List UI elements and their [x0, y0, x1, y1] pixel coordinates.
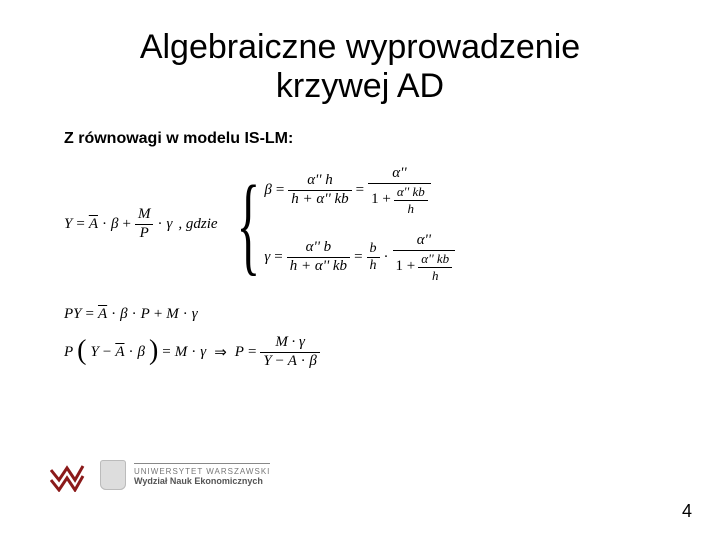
paren-close-icon: ) [149, 341, 158, 361]
sym-dot: · [102, 216, 107, 233]
gamma-n2d: h [367, 258, 380, 274]
num-M: M [135, 207, 154, 225]
r3-P2: P [235, 344, 244, 361]
gamma-n1: α'' b [287, 240, 350, 258]
uw-crest-icon [100, 460, 126, 490]
equation-row3: P ( Y − A · β ) = M · γ ⇒ P = M · γ Y − … [64, 335, 660, 370]
slide-title: Algebraiczne wyprowadzenie krzywej AD [60, 28, 660, 106]
r3-rd-beta: β [309, 353, 316, 369]
sym-Y: Y [64, 216, 72, 233]
uw-text: UNIWERSYTET WARSZAWSKI Wydział Nauk Ekon… [134, 463, 270, 487]
r3-eq2: = [248, 344, 256, 361]
beta-frac1: α'' h h + α'' kb [288, 173, 351, 208]
uw-block: UNIWERSYTET WARSZAWSKI Wydział Nauk Ekon… [100, 460, 270, 490]
r2-M: M [166, 306, 179, 323]
gamma-dot: · [384, 249, 389, 266]
case-gamma: γ = α'' b h + α'' kb = b h · [264, 233, 455, 282]
paren-open-icon: ( [77, 341, 86, 361]
r2-plus: + [154, 306, 162, 323]
gamma-frac1: α'' b h + α'' kb [287, 240, 350, 275]
frac-M-P: M P [135, 207, 154, 242]
r3-rn: M · γ [260, 335, 319, 353]
uw-line2: Wydział Nauk Ekonomicznych [134, 476, 270, 486]
r2-dot2: · [132, 306, 137, 323]
gamma-d3a: 1 + [396, 259, 416, 275]
beta-d2-den: h [394, 201, 428, 216]
brace-left-icon: { [236, 169, 260, 279]
r3-beta: β [137, 344, 144, 361]
r2-dot3: · [183, 306, 188, 323]
sym-plus: + [122, 216, 130, 233]
cases-brace: { β = α'' h h + α'' kb = α'' [228, 162, 456, 286]
gamma-d3-den: h [418, 268, 452, 283]
gamma-d3-num: α'' kb [418, 252, 452, 268]
beta-d2-num: α'' kb [394, 185, 428, 201]
gamma-eq2: = [354, 249, 362, 266]
r3-rd-A: A [288, 353, 297, 369]
gamma-frac3: α'' 1 + α'' kb h [393, 233, 456, 282]
beta-d2-frac: α'' kb h [394, 185, 428, 215]
beta-d2a: 1 + [371, 192, 391, 208]
beta-frac2: α'' 1 + α'' kb h [368, 166, 431, 215]
r3-minus: − [103, 344, 111, 361]
r3-dot1: · [128, 344, 133, 361]
page-number: 4 [682, 501, 692, 522]
wne-logo-icon [50, 458, 90, 492]
gamma-d3-frac: α'' kb h [418, 252, 452, 282]
den-P: P [135, 225, 154, 242]
r2-beta: β [120, 306, 127, 323]
beta-eq: = [276, 182, 284, 199]
r3-frac: M · γ Y − A · β [260, 335, 319, 370]
cases: β = α'' h h + α'' kb = α'' 1 + [264, 162, 455, 286]
beta-d2: 1 + α'' kb h [368, 184, 431, 215]
case-beta: β = α'' h h + α'' kb = α'' 1 + [264, 166, 455, 215]
title-line-1: Algebraiczne wyprowadzenie [140, 28, 580, 66]
sym-beta: β [111, 216, 118, 233]
r3-rd: Y − A · β [260, 353, 319, 370]
gamma-lhs: γ [264, 249, 270, 266]
r3-P: P [64, 344, 73, 361]
gamma-n2n: b [367, 242, 380, 259]
sym-Abar: A [89, 216, 98, 233]
beta-d1: h + α'' kb [288, 191, 351, 208]
r2-gamma: γ [192, 306, 198, 323]
gamma-n3: α'' [393, 233, 456, 251]
slide: Algebraiczne wyprowadzenie krzywej AD Z … [0, 0, 720, 540]
beta-lhs: β [264, 182, 271, 199]
r3-rd-dot: · [301, 353, 306, 369]
subtitle: Z równowagi w modelu IS-LM: [64, 130, 660, 148]
r2-PY: PY [64, 306, 82, 323]
r2-dot1: · [111, 306, 116, 323]
beta-n1: α'' h [288, 173, 351, 191]
beta-eq2: = [356, 182, 364, 199]
r3-gamma: γ [200, 344, 206, 361]
txt-gdzie: , gdzie [178, 216, 217, 233]
r3-eq: = [162, 344, 170, 361]
r2-eq: = [86, 306, 94, 323]
r2-Abar: A [98, 306, 107, 323]
r3-Abar: A [115, 344, 124, 361]
math-block: Y = A · β + M P · γ , gdzie { β [64, 162, 660, 370]
eq1-lhs: Y = A · β + M P · γ , gdzie [64, 207, 218, 242]
equation-main: Y = A · β + M P · γ , gdzie { β [64, 162, 660, 286]
sym-gamma: γ [166, 216, 172, 233]
gamma-d1: h + α'' kb [287, 258, 350, 275]
gamma-d3: 1 + α'' kb h [393, 251, 456, 282]
gamma-frac-bh: b h [367, 242, 380, 274]
r3-rd-minus: − [276, 353, 284, 369]
r3-rd-Y: Y [263, 353, 271, 369]
sym-eq: = [76, 216, 84, 233]
r2-P: P [141, 306, 150, 323]
title-line-2: krzywej AD [276, 67, 444, 105]
beta-n2: α'' [368, 166, 431, 184]
sym-dot2: · [157, 216, 162, 233]
r3-dot2: · [191, 344, 196, 361]
r3-M: M [175, 344, 188, 361]
gamma-eq: = [274, 249, 282, 266]
equation-row2: PY = A · β · P + M · γ [64, 306, 660, 323]
footer: UNIWERSYTET WARSZAWSKI Wydział Nauk Ekon… [50, 458, 270, 492]
uw-line1: UNIWERSYTET WARSZAWSKI [134, 467, 270, 476]
r3-Y: Y [91, 344, 99, 361]
r3-imp: ⇒ [214, 343, 227, 362]
